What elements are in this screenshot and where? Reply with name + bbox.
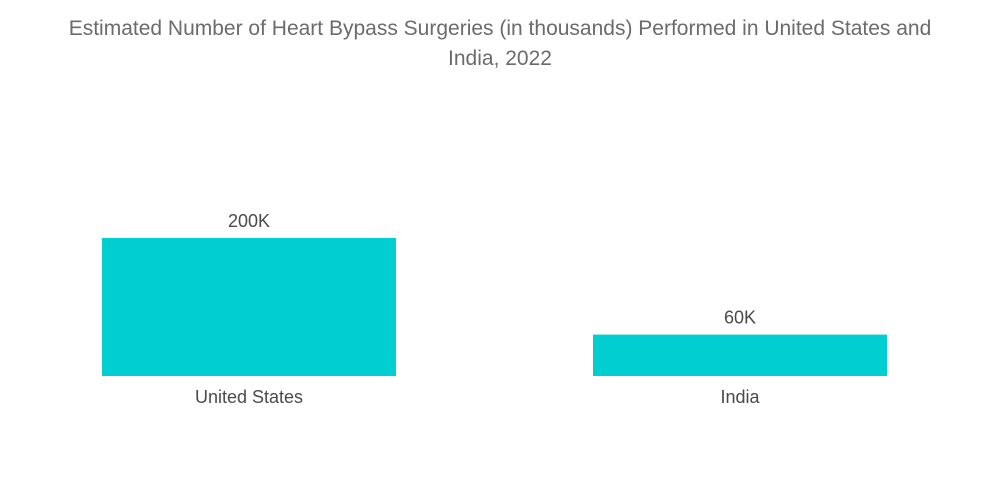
labels-layer: 200K United States 60K India [195,211,761,407]
bar-united-states [102,238,396,376]
category-label-india: India [720,387,760,407]
chart-title: Estimated Number of Heart Bypass Surgeri… [68,17,932,70]
data-label-united-states: 200K [228,211,270,231]
bars-layer [102,238,887,376]
category-label-united-states: United States [195,387,303,407]
bar-india [593,334,887,376]
data-label-india: 60K [724,308,756,328]
